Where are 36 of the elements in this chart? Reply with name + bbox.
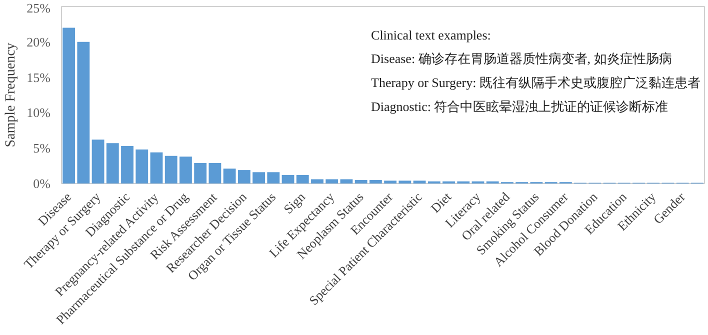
bar	[398, 180, 412, 184]
bar	[194, 162, 207, 184]
bar	[238, 170, 250, 184]
bar	[340, 179, 353, 184]
bar	[384, 180, 397, 184]
bar	[282, 175, 294, 184]
y-axis-title: Sample Frequency	[4, 42, 19, 148]
bar	[296, 175, 309, 184]
bar	[252, 172, 265, 184]
y-tick-label: 10%	[26, 105, 51, 120]
y-tick-label: 0%	[33, 176, 51, 191]
bar	[164, 156, 178, 184]
bar	[121, 146, 134, 184]
y-tick-label: 20%	[26, 34, 51, 50]
annotation: Therapy or Surgery: 既往有纵隔手术史或腹腔广泛黏连患者	[371, 75, 700, 90]
bar	[77, 42, 90, 184]
bar	[311, 179, 324, 184]
y-tick-label: 5%	[33, 140, 51, 156]
bar	[150, 152, 163, 184]
bar	[223, 168, 236, 184]
bar	[413, 180, 426, 184]
bar	[62, 28, 76, 184]
bar	[326, 179, 338, 184]
y-tick-label: 15%	[26, 70, 51, 85]
bar	[136, 150, 148, 184]
bar	[369, 180, 382, 184]
bar	[267, 172, 280, 184]
y-tick-label: 25%	[26, 0, 51, 16]
annotation: Diagnostic: 符合中医眩晕湿浊上扰证的证候诊断标准	[371, 99, 668, 114]
bar	[106, 143, 119, 184]
annotation: Clinical text examples:	[371, 27, 491, 42]
bar	[180, 156, 192, 184]
bar	[208, 162, 222, 184]
bar	[92, 140, 104, 184]
annotation: Disease: 确诊存在胃肠道器质性病变者, 如炎症性肠病	[371, 51, 672, 66]
bar	[354, 180, 368, 184]
